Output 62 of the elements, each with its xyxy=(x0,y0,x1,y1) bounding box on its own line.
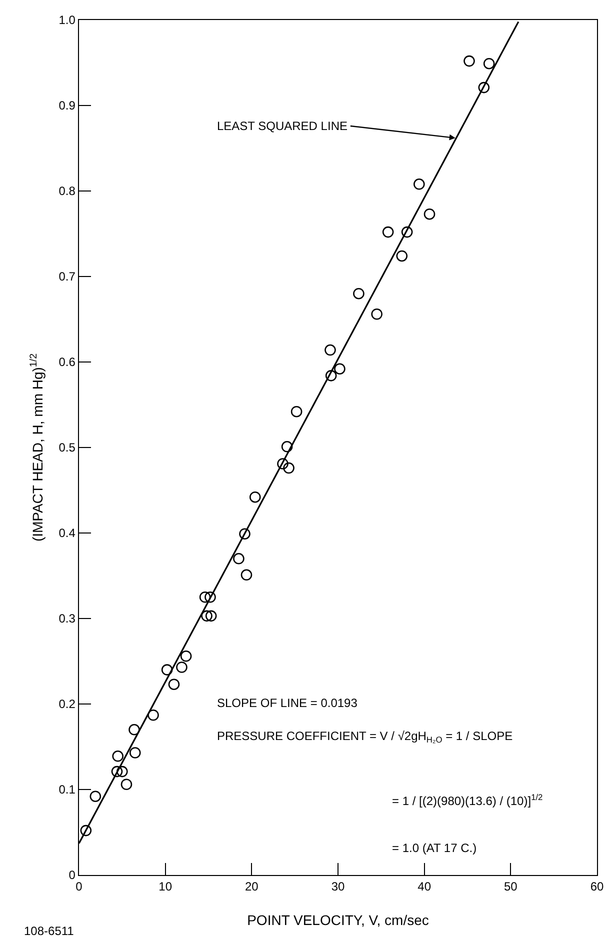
point xyxy=(205,610,217,622)
point xyxy=(233,553,244,564)
annotation: = 1.0 (AT 17 C.) xyxy=(392,841,477,855)
point xyxy=(176,662,188,673)
x-tick-label: 20 xyxy=(244,880,259,894)
y-tick-label: 0.3 xyxy=(58,612,76,626)
point xyxy=(111,766,123,778)
point xyxy=(277,458,288,470)
point xyxy=(201,610,212,622)
point xyxy=(199,591,211,603)
point xyxy=(325,370,337,382)
point xyxy=(334,363,346,374)
x-axis-title: POINT VELOCITY, V, cm/sec xyxy=(247,912,429,928)
annotation: SLOPE OF LINE = 0.0193 xyxy=(217,696,358,710)
point xyxy=(424,208,436,220)
y-tick-label: 0.5 xyxy=(58,440,76,455)
y-tick-label: 0.9 xyxy=(58,98,76,113)
point xyxy=(283,462,294,474)
point xyxy=(80,824,92,836)
y-tick-label: 0.4 xyxy=(58,526,76,540)
y-tick-label: 0.8 xyxy=(58,184,76,198)
point xyxy=(240,569,252,581)
point xyxy=(116,766,128,778)
point xyxy=(324,344,336,356)
point xyxy=(129,747,141,758)
annotation: LEAST SQUARED LINE xyxy=(217,119,348,133)
annotation: PRESSURE COEFFICIENT = V / √2gH$_{H₂O}$ = 1 / SLOPE xyxy=(217,729,513,745)
point xyxy=(371,308,382,320)
text: 108-6511 xyxy=(24,924,74,937)
point xyxy=(401,226,413,238)
x-tick-label: 30 xyxy=(331,880,345,894)
y-tick-label: 0.2 xyxy=(58,697,76,712)
point xyxy=(90,790,102,802)
point xyxy=(239,528,250,540)
x-tick-label: 50 xyxy=(504,880,518,894)
x-tick-label: 40 xyxy=(418,880,432,894)
point xyxy=(249,491,261,503)
point xyxy=(112,750,124,762)
y-tick-label: 0 xyxy=(68,868,76,882)
point xyxy=(353,288,364,300)
point xyxy=(396,250,408,262)
x-tick-label: 60 xyxy=(590,880,604,894)
point xyxy=(281,441,293,452)
point xyxy=(290,406,302,418)
point xyxy=(168,678,180,690)
y-tick-label: 0.1 xyxy=(58,782,76,797)
point xyxy=(414,178,425,190)
point xyxy=(483,58,495,70)
point xyxy=(161,664,173,676)
point xyxy=(478,82,490,94)
point xyxy=(180,650,192,662)
y-tick-label: 1.0 xyxy=(58,13,76,28)
point xyxy=(204,591,216,603)
point xyxy=(464,55,475,67)
y-tick-label: 0.6 xyxy=(58,355,76,370)
point xyxy=(128,724,140,736)
point xyxy=(382,226,394,238)
point xyxy=(120,778,132,790)
point xyxy=(148,709,159,721)
x-tick-label: 10 xyxy=(158,880,172,894)
y-tick-label: 0.7 xyxy=(58,270,76,284)
annotation: = 1 / [(2)(980)(13.6) / (10)]$^{1/2}$ xyxy=(392,792,544,808)
